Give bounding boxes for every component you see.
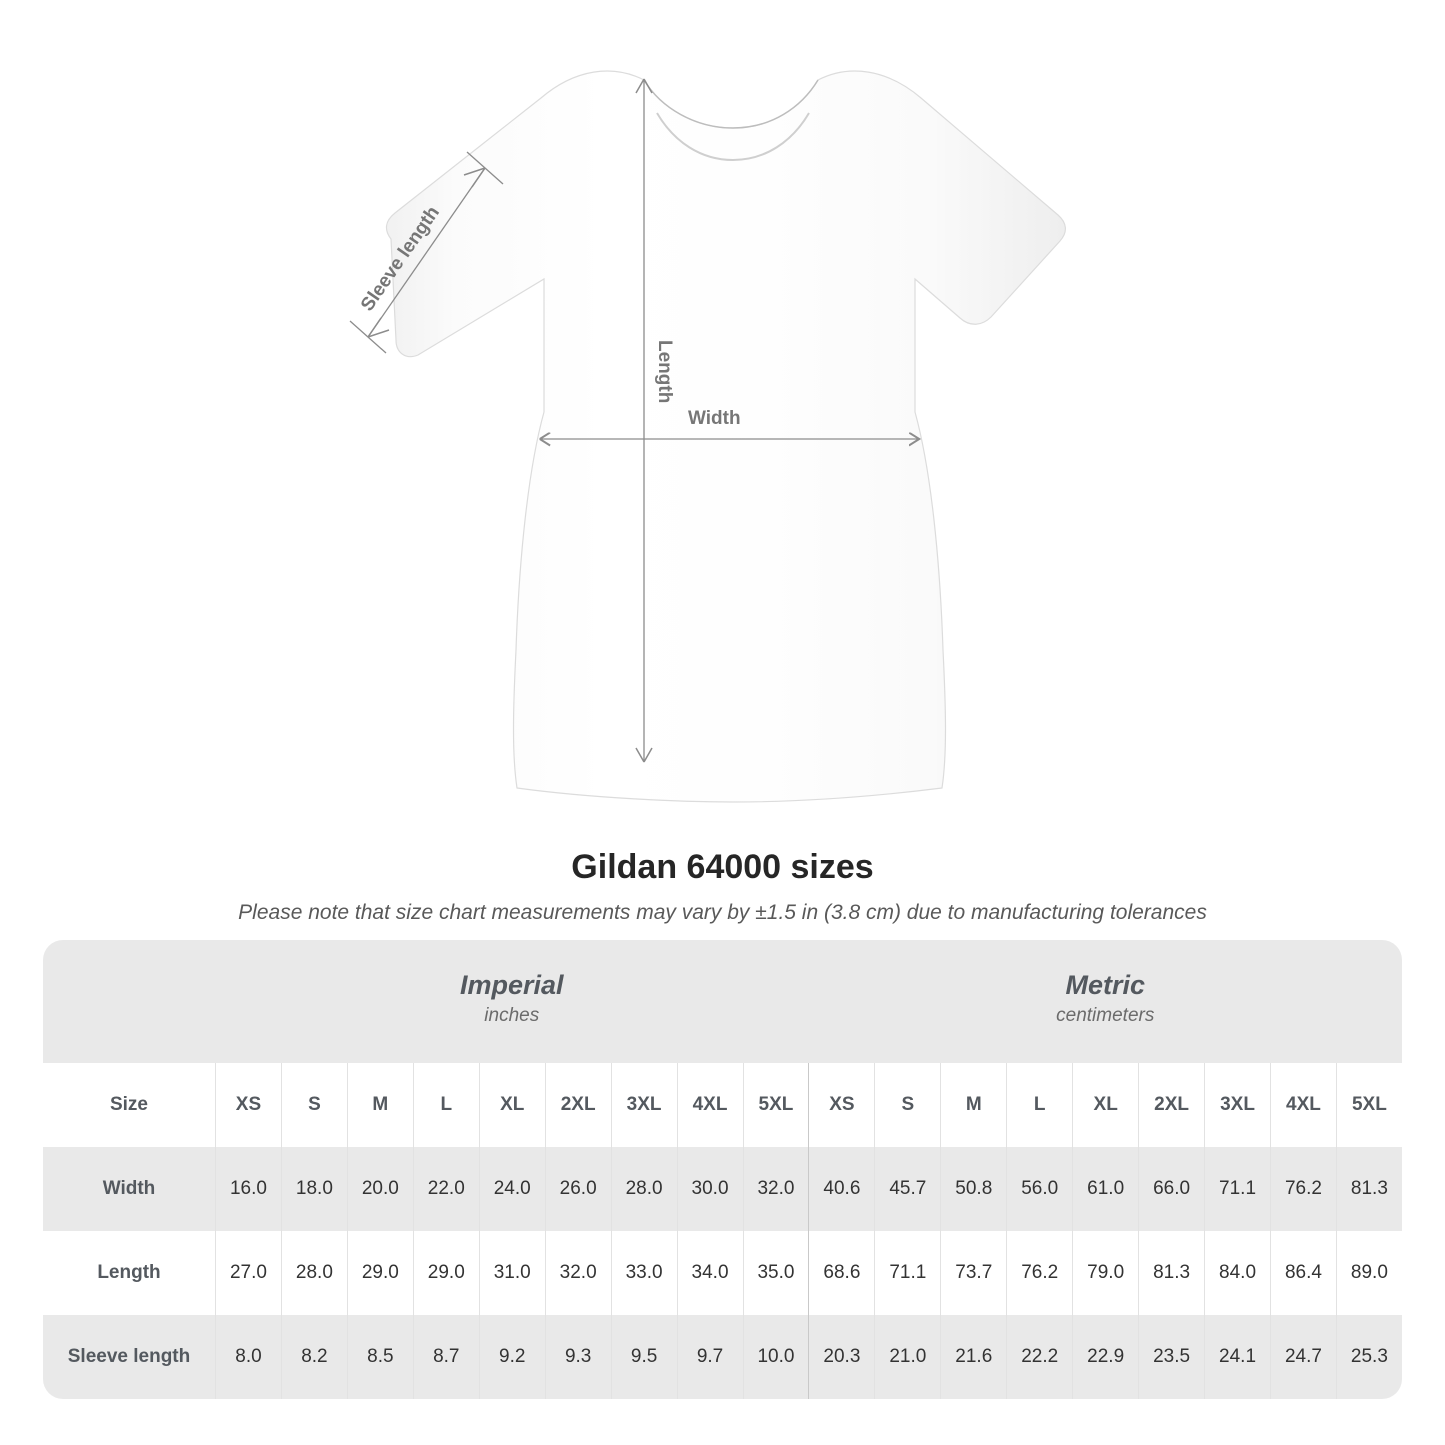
svg-text:Width: Width — [688, 408, 741, 429]
svg-text:Length: Length — [654, 340, 675, 403]
